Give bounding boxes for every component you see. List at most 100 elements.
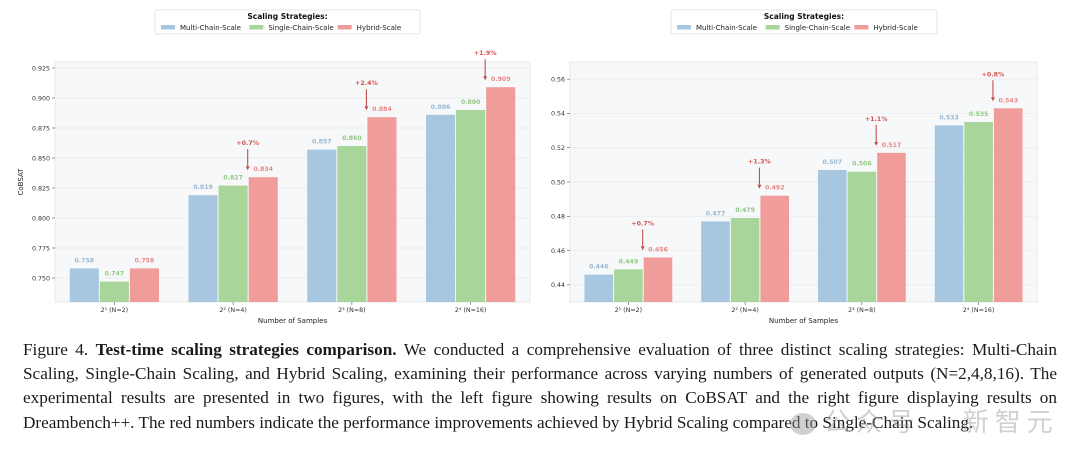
dreambench-bar-chart: Scaling Strategies: Multi-Chain-Scale Sing… (532, 9, 1038, 325)
y-tick-label: 0.800 (32, 215, 50, 222)
improvement-annotation: +0.7% (631, 220, 654, 227)
y-tick-label: 0.775 (32, 245, 50, 252)
bar-multi-chain-scale (701, 221, 730, 302)
bar-hybrid-scale (486, 87, 516, 302)
bar-single-chain-scale (730, 218, 760, 302)
improvement-annotation: +1.1% (865, 116, 888, 123)
bar-single-chain-scale (614, 269, 643, 302)
annotation-arrowhead (990, 97, 995, 102)
chart-dreambench: Scaling Strategies: Multi-Chain-Scale Sing… (532, 0, 1080, 330)
legend-label-multi-chain-scale: Multi-Chain-Scale (180, 24, 241, 32)
bar-value-label: 0.506 (852, 161, 872, 168)
annotation-arrowhead (874, 141, 879, 146)
bar-value-label: 0.507 (822, 159, 842, 166)
bar-value-label: 0.758 (74, 257, 94, 264)
x-tick-label: 2⁴ (N=16) (455, 307, 486, 314)
bar-value-label: 0.477 (706, 210, 726, 217)
bar-value-label: 0.909 (491, 76, 511, 83)
bar-hybrid-scale (643, 257, 673, 302)
dreambench-legend: Scaling Strategies: Multi-Chain-Scale Sing… (670, 9, 938, 35)
annotation-arrowhead (757, 184, 762, 189)
cobsat-bar-chart: Scaling Strategies: Multi-Chain-Scale Sing… (17, 9, 531, 325)
bar-value-label: 0.533 (939, 114, 959, 121)
x-tick-label: 2² (N=4) (731, 307, 758, 314)
bar-single-chain-scale (99, 281, 129, 302)
legend-swatch-hybrid-scale (854, 25, 869, 30)
bar-hybrid-scale (760, 195, 790, 302)
bar-value-label: 0.492 (765, 185, 785, 192)
bar-value-label: 0.819 (193, 184, 213, 191)
bar-value-label: 0.747 (105, 271, 125, 278)
bar-multi-chain-scale (817, 170, 847, 302)
bar-value-label: 0.456 (648, 246, 668, 253)
bar-hybrid-scale (129, 268, 160, 302)
cobsat-y-axis-label: CoBSAT (17, 168, 25, 196)
legend-title: Scaling Strategies: (764, 12, 844, 21)
bar-value-label: 0.446 (589, 264, 609, 271)
legend-box (154, 9, 421, 35)
figure-caption: Figure 4. Test-time scaling strategies c… (23, 338, 1057, 435)
bar-value-label: 0.886 (431, 104, 451, 111)
improvement-annotation: +0.8% (982, 71, 1005, 78)
bar-multi-chain-scale (584, 274, 614, 302)
chart-cobsat: Scaling Strategies: Multi-Chain-Scale Sing… (0, 0, 540, 330)
bar-multi-chain-scale (188, 195, 218, 302)
bar-multi-chain-scale (69, 268, 99, 302)
legend-label-single-chain-scale: Single-Chain-Scale (785, 24, 850, 32)
y-tick-label: 0.825 (32, 185, 50, 192)
bar-hybrid-scale (367, 117, 397, 302)
dreambench-x-axis-label: Number of Samples (769, 317, 839, 325)
bar-hybrid-scale (993, 108, 1023, 303)
annotation-arrowhead (364, 106, 369, 111)
annotation-arrowhead (245, 166, 250, 171)
x-tick-label: 2³ (N=8) (338, 307, 365, 314)
bar-value-label: 0.758 (135, 257, 155, 264)
y-tick-label: 0.50 (551, 179, 565, 186)
bar-value-label: 0.517 (882, 142, 902, 149)
cobsat-legend: Scaling Strategies: Multi-Chain-Scale Sing… (154, 9, 421, 35)
bar-value-label: 0.884 (372, 106, 392, 113)
legend-swatch-single-chain-scale (249, 25, 264, 30)
y-tick-label: 0.925 (32, 65, 50, 72)
bar-value-label: 0.449 (619, 258, 639, 265)
bar-value-label: 0.834 (253, 166, 273, 173)
x-tick-label: 2¹ (N=2) (615, 307, 642, 314)
bar-value-label: 0.535 (969, 111, 989, 118)
bar-value-label: 0.860 (342, 135, 362, 142)
y-tick-label: 0.48 (551, 214, 565, 221)
legend-box (670, 9, 938, 35)
legend-swatch-single-chain-scale (765, 25, 780, 30)
figure-label: Figure 4. (23, 340, 89, 359)
bar-value-label: 0.827 (223, 175, 243, 182)
legend-label-single-chain-scale: Single-Chain-Scale (268, 24, 333, 32)
y-tick-label: 0.44 (551, 282, 565, 289)
bar-single-chain-scale (218, 185, 248, 302)
y-tick-label: 0.750 (32, 275, 50, 282)
y-tick-label: 0.54 (551, 111, 565, 118)
bar-single-chain-scale (337, 146, 367, 302)
y-tick-label: 0.875 (32, 125, 50, 132)
legend-swatch-hybrid-scale (337, 25, 352, 30)
bar-multi-chain-scale (307, 149, 337, 302)
y-tick-label: 0.850 (32, 155, 50, 162)
bar-multi-chain-scale (425, 114, 456, 302)
improvement-annotation: +0.7% (236, 140, 259, 147)
improvement-annotation: +1.9% (474, 50, 497, 57)
cobsat-x-axis-label: Number of Samples (258, 317, 328, 325)
improvement-annotation: +1.3% (748, 159, 771, 166)
bar-hybrid-scale (248, 177, 278, 302)
bar-multi-chain-scale (934, 125, 964, 302)
annotation-arrowhead (483, 76, 488, 81)
bar-value-label: 0.890 (461, 99, 481, 106)
bar-hybrid-scale (877, 152, 906, 302)
bar-value-label: 0.543 (998, 97, 1018, 104)
bar-value-label: 0.857 (312, 139, 332, 146)
x-tick-label: 2³ (N=8) (848, 307, 875, 314)
y-tick-label: 0.900 (32, 95, 50, 102)
legend-label-hybrid-scale: Hybrid-Scale (873, 24, 917, 32)
legend-swatch-multi-chain-scale (677, 25, 691, 30)
legend-label-hybrid-scale: Hybrid-Scale (357, 24, 401, 32)
improvement-annotation: +2.4% (355, 80, 378, 87)
caption-body: We conducted a comprehensive evaluation … (23, 340, 1057, 432)
y-tick-label: 0.46 (551, 248, 565, 255)
